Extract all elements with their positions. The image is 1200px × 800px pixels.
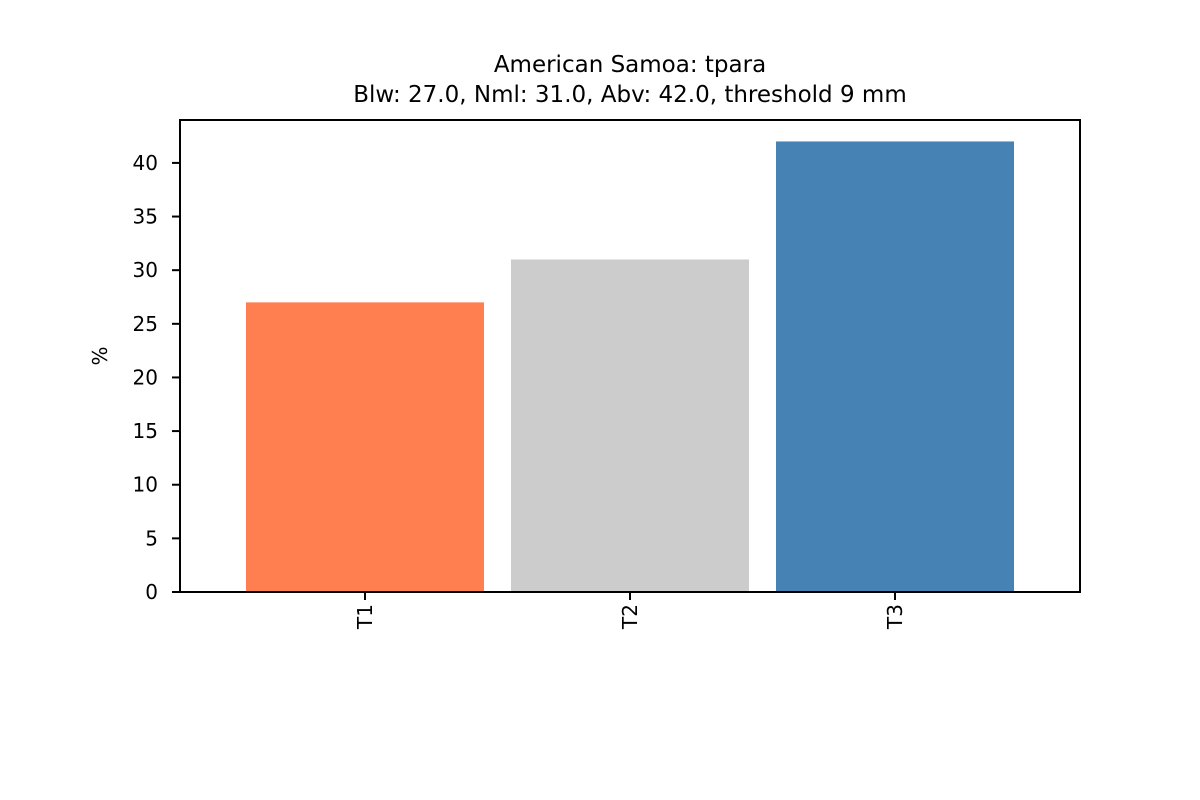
chart-subtitle: Blw: 27.0, Nml: 31.0, Abv: 42.0, thresho… [353, 82, 906, 108]
chart-title: American Samoa: tpara [494, 52, 766, 78]
y-tick-label: 30 [133, 258, 158, 282]
x-tick-label: T1 [353, 604, 377, 630]
bar-t3 [776, 141, 1014, 593]
x-tick-label: T3 [883, 604, 907, 630]
y-tick-label: 15 [133, 419, 158, 443]
x-tick-label: T2 [618, 604, 642, 630]
x-axis-ticks: T1 T2 T3 [353, 592, 907, 630]
y-tick-label: 35 [133, 205, 158, 229]
y-tick-label: 20 [133, 365, 158, 389]
y-tick-label: 10 [133, 473, 158, 497]
y-tick-label: 0 [145, 580, 158, 604]
plot-frame [179, 119, 1081, 593]
y-axis-ticks: 0 5 10 15 20 25 30 35 40 [133, 151, 180, 604]
y-tick-label: 40 [133, 151, 158, 175]
bar-t1 [246, 302, 484, 592]
bar-t2 [511, 259, 749, 592]
y-tick-label: 25 [133, 312, 158, 336]
y-axis-label: % [88, 346, 112, 365]
bars-group [246, 141, 1014, 593]
y-tick-label: 5 [145, 526, 158, 550]
